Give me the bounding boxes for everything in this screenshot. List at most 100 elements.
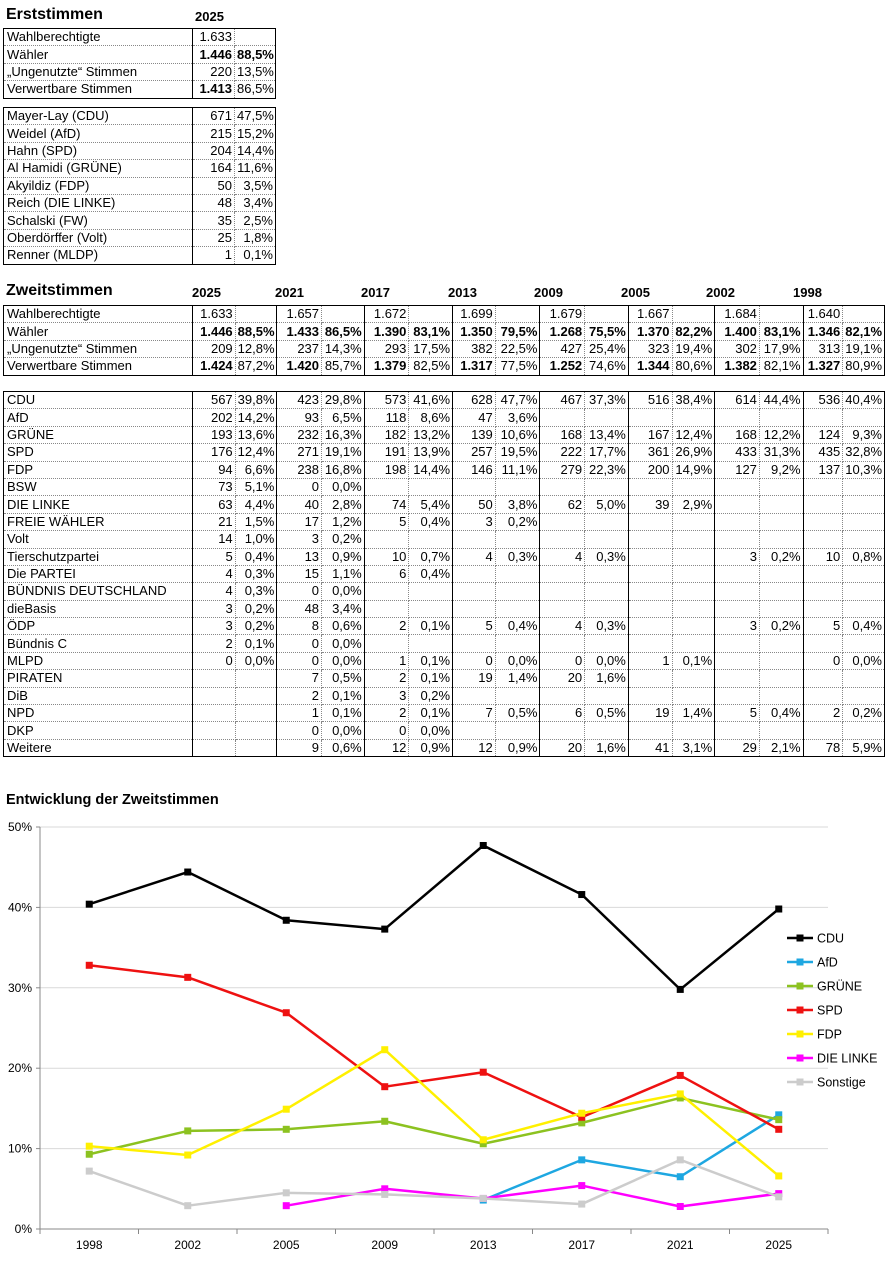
party-percent: 1,2% [321, 513, 365, 532]
data-point [775, 1111, 783, 1119]
party-votes [452, 687, 496, 706]
table-row: Bündnis C 2 0,1% 0 0,0% [3, 634, 885, 653]
party-votes: 41 [628, 739, 673, 757]
cell-count: 1.382 [714, 357, 760, 376]
cell-percent: 80,6% [672, 357, 716, 376]
party-votes: 435 [803, 443, 844, 462]
cell-count: 1.446 [192, 322, 236, 341]
row-label: „Ungenutzte“ Stimmen [3, 63, 193, 82]
table-row: Die PARTEI 4 0,3% 15 1,1% 6 0,4% [3, 565, 885, 584]
party-votes: 12 [452, 739, 496, 757]
party-votes [803, 408, 844, 427]
party-percent: 5,9% [842, 739, 885, 757]
row-label: Wahlberechtigte [3, 28, 193, 47]
party-percent [495, 634, 541, 653]
party-percent: 0,1% [235, 634, 278, 653]
table-row: DIE LINKE 63 4,4% 40 2,8% 74 5,4% 50 3,8% 62 5,0% 3… [3, 495, 885, 514]
data-point [381, 1185, 389, 1193]
party-votes: 2 [192, 634, 236, 653]
cell-count: 1.370 [628, 322, 673, 341]
party-percent [759, 495, 804, 514]
row-label: Verwertbare Stimmen [3, 80, 193, 99]
party-votes: 567 [192, 391, 236, 410]
data-point [85, 1142, 93, 1150]
party-votes [714, 408, 760, 427]
party-percent: 0,0% [235, 652, 278, 671]
series-line-sonstige [88, 1158, 780, 1207]
table-row: DKP 0 0,0% 0 0,0% [3, 721, 885, 740]
party-votes [539, 687, 586, 706]
party-name: FDP [3, 461, 193, 479]
party-name: Volt [3, 530, 193, 549]
party-percent [672, 600, 716, 619]
data-point [479, 841, 487, 849]
party-votes [714, 582, 760, 601]
party-votes: 167 [628, 426, 673, 445]
party-votes: 13 [276, 548, 323, 566]
party-percent [235, 669, 278, 688]
cell-count: 1.433 [276, 322, 323, 341]
cell-count: 1.633 [192, 305, 236, 324]
party-percent: 0,0% [321, 652, 365, 671]
party-percent: 5,4% [408, 495, 454, 514]
party-votes: 78 [803, 739, 844, 757]
party-percent: 0,3% [584, 617, 629, 636]
party-votes: 516 [628, 391, 673, 410]
party-votes [628, 600, 673, 619]
data-point [775, 1125, 783, 1133]
table-row: ÖDP 3 0,2% 8 0,6% 2 0,1% 5 0,4% 4 0,3% 3 0,2% 5 0,4% [3, 617, 885, 636]
party-votes: 93 [276, 408, 323, 427]
data-point [282, 1009, 290, 1017]
data-point [282, 1202, 290, 1210]
year-header: 2009 [534, 285, 563, 300]
party-votes: 4 [192, 582, 236, 601]
erststimmen-year: 2025 [195, 9, 224, 24]
table-row: NPD 1 0,1% 2 0,1% 7 0,5% 6 0,5% 19 1,4% 5 0,4% 2 0,2% [3, 704, 885, 723]
party-votes: 361 [628, 443, 673, 462]
party-votes: 176 [192, 443, 236, 462]
party-percent: 0,2% [321, 530, 365, 549]
party-percent [759, 530, 804, 549]
party-votes: 40 [276, 495, 323, 514]
party-votes [714, 669, 760, 688]
party-votes: 19 [452, 669, 496, 688]
x-tick-label: 2013 [470, 1238, 497, 1252]
party-percent: 5,0% [584, 495, 629, 514]
party-percent: 16,3% [321, 426, 365, 445]
year-header: 2025 [192, 285, 221, 300]
table-row: dieBasis 3 0,2% 48 3,4% [3, 600, 885, 619]
data-point [479, 1136, 487, 1144]
party-votes: 73 [192, 478, 236, 497]
party-percent [672, 634, 716, 653]
cell-percent [235, 305, 278, 324]
data-point [85, 900, 93, 908]
legend-label: Sonstige [817, 1076, 866, 1090]
data-point [85, 961, 93, 969]
data-point [184, 973, 192, 981]
data-point [479, 1068, 487, 1076]
legend-marker [796, 1078, 804, 1086]
party-percent: 11,1% [495, 461, 541, 479]
table-row: Akyildiz (FDP) 50 3,5% [3, 177, 276, 195]
cell-count: 323 [628, 340, 673, 359]
party-votes [452, 634, 496, 653]
erststimmen-title: Erststimmen [6, 6, 103, 23]
party-percent: 0,3% [235, 565, 278, 584]
data-point [578, 1200, 586, 1208]
party-percent: 0,4% [495, 617, 541, 636]
cell-percent [495, 305, 541, 324]
party-percent [495, 687, 541, 706]
party-votes [803, 565, 844, 584]
data-point [381, 1117, 389, 1125]
candidate-name: Weidel (AfD) [3, 124, 193, 143]
party-votes: 29 [714, 739, 760, 757]
party-percent [672, 478, 716, 497]
table-row: CDU 567 39,8% 423 29,8% 573 41,6% 628 47,7% 467 37… [3, 391, 885, 410]
party-percent [672, 548, 716, 566]
party-percent: 0,4% [842, 617, 885, 636]
party-percent: 0,1% [408, 617, 454, 636]
party-votes: 20 [539, 669, 586, 688]
party-percent: 39,8% [235, 391, 278, 410]
party-percent: 8,6% [408, 408, 454, 427]
cell-percent [672, 305, 716, 324]
